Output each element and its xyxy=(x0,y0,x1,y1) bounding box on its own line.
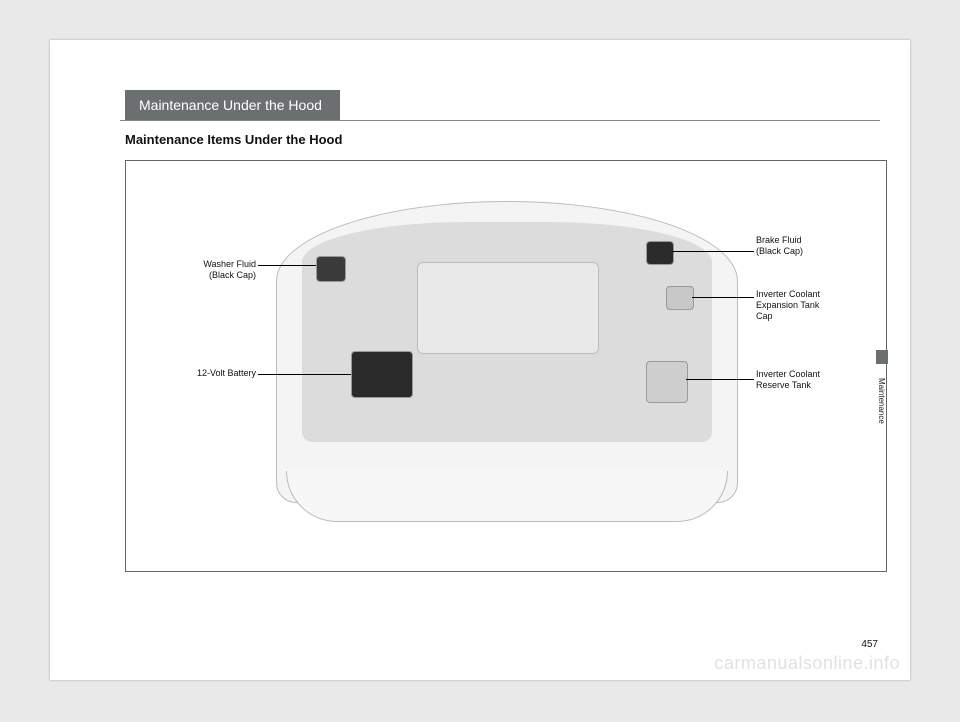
engine-cover xyxy=(417,262,599,354)
front-bumper-outline xyxy=(286,471,728,522)
callout-line xyxy=(692,297,754,298)
callout-line xyxy=(672,251,754,252)
callout-line xyxy=(258,374,351,375)
callout-line xyxy=(258,265,316,266)
callout-washer-fluid: Washer Fluid(Black Cap) xyxy=(166,259,256,281)
callout-inverter-reserve: Inverter CoolantReserve Tank xyxy=(756,369,820,391)
manual-page: Maintenance Under the Hood Maintenance I… xyxy=(50,40,910,680)
callout-battery: 12-Volt Battery xyxy=(166,368,256,379)
inverter-coolant-cap xyxy=(666,286,694,310)
section-tab-marker xyxy=(876,350,888,364)
section-tab-label: Maintenance xyxy=(877,378,886,424)
chapter-title-bar: Maintenance Under the Hood xyxy=(125,90,340,120)
section-title: Maintenance Items Under the Hood xyxy=(125,132,342,147)
callout-line xyxy=(686,379,754,380)
inverter-reserve-tank xyxy=(646,361,688,403)
battery-box xyxy=(351,351,413,398)
chapter-title: Maintenance Under the Hood xyxy=(139,97,322,113)
callout-inverter-cap: Inverter CoolantExpansion TankCap xyxy=(756,289,820,321)
callout-brake-fluid: Brake Fluid(Black Cap) xyxy=(756,235,803,257)
engine-bay-figure: Washer Fluid(Black Cap) 12-Volt Battery … xyxy=(125,160,887,572)
watermark-text: carmanualsonline.info xyxy=(714,653,900,674)
header-rule xyxy=(120,120,880,121)
washer-fluid-cap xyxy=(316,256,346,282)
brake-fluid-cap xyxy=(646,241,674,265)
page-number: 457 xyxy=(861,639,878,650)
